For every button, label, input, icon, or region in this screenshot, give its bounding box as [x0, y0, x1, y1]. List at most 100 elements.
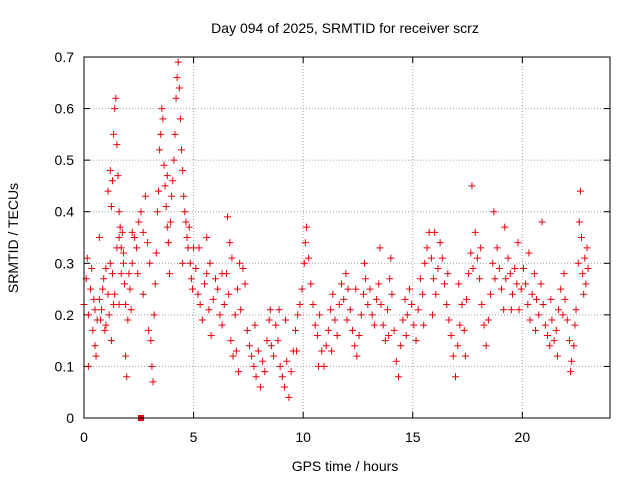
- data-point: [441, 280, 449, 288]
- data-point: [285, 393, 293, 401]
- data-point: [102, 264, 110, 272]
- data-point: [174, 58, 182, 66]
- data-point: [461, 352, 469, 360]
- data-point: [482, 342, 490, 350]
- data-point: [343, 316, 351, 324]
- data-point: [156, 146, 164, 154]
- data-point: [148, 362, 156, 370]
- data-point: [251, 321, 259, 329]
- data-point: [502, 275, 510, 283]
- data-point: [376, 244, 384, 252]
- data-point: [206, 259, 214, 267]
- data-point: [236, 259, 244, 267]
- data-point: [579, 270, 587, 278]
- y-tick-label: 0.7: [55, 49, 75, 65]
- data-point: [125, 270, 133, 278]
- data-point: [209, 295, 217, 303]
- data-point: [408, 301, 416, 309]
- data-point: [357, 311, 365, 319]
- data-point: [430, 275, 438, 283]
- data-point: [110, 130, 118, 138]
- x-tick-label: 15: [405, 429, 421, 445]
- y-axis-label: SRMTID / TECUs: [5, 183, 21, 293]
- data-point: [278, 373, 286, 381]
- data-point: [254, 347, 262, 355]
- data-point: [351, 342, 359, 350]
- data-point: [432, 290, 440, 298]
- data-point: [225, 290, 233, 298]
- data-point: [444, 270, 452, 278]
- data-point: [133, 244, 141, 252]
- data-point: [462, 295, 470, 303]
- data-point: [205, 306, 213, 314]
- y-tick-label: 0.5: [55, 152, 75, 168]
- data-point: [281, 383, 289, 391]
- data-point: [329, 290, 337, 298]
- data-point: [229, 352, 237, 360]
- data-point: [420, 321, 428, 329]
- data-point: [203, 234, 211, 241]
- data-point: [270, 352, 278, 360]
- data-point: [161, 182, 169, 190]
- data-point: [581, 254, 589, 262]
- data-point: [151, 280, 159, 288]
- data-point: [250, 362, 258, 370]
- data-point: [282, 316, 290, 324]
- data-point: [456, 321, 464, 329]
- data-point: [507, 306, 515, 314]
- data-point: [506, 270, 514, 278]
- data-points: [80, 58, 592, 421]
- data-point: [375, 280, 383, 288]
- data-point: [514, 239, 522, 247]
- data-point: [563, 316, 571, 324]
- data-point: [468, 182, 476, 190]
- data-point: [287, 368, 295, 376]
- data-point: [220, 301, 228, 309]
- data-point: [112, 94, 120, 102]
- data-point: [283, 357, 291, 365]
- data-point: [309, 301, 317, 309]
- data-point: [550, 337, 558, 345]
- data-point: [118, 228, 126, 236]
- data-point: [513, 280, 521, 288]
- data-point: [526, 316, 534, 324]
- data-point: [353, 352, 361, 360]
- data-point: [361, 259, 369, 267]
- data-point: [179, 166, 187, 174]
- data-point: [163, 172, 171, 180]
- data-point: [108, 177, 116, 185]
- data-point: [335, 301, 343, 309]
- data-point: [194, 290, 202, 298]
- data-point: [241, 280, 249, 288]
- data-point: [233, 285, 241, 293]
- data-point: [167, 218, 175, 226]
- data-point: [370, 321, 378, 329]
- data-point: [342, 270, 350, 278]
- data-point: [122, 301, 130, 309]
- data-point: [528, 290, 536, 298]
- chart-title: Day 094 of 2025, SRMTID for receiver scr…: [211, 20, 479, 36]
- data-point: [500, 306, 508, 314]
- data-point: [181, 208, 189, 216]
- data-point: [517, 285, 525, 293]
- data-point: [186, 259, 194, 267]
- data-point: [541, 321, 549, 329]
- data-point: [144, 239, 152, 247]
- data-point: [537, 280, 545, 288]
- data-point: [445, 316, 453, 324]
- data-point: [547, 295, 555, 303]
- data-point: [198, 316, 206, 324]
- data-point: [501, 223, 509, 231]
- data-point: [328, 347, 336, 355]
- data-point: [346, 306, 354, 314]
- data-point: [489, 259, 497, 267]
- data-point: [127, 306, 135, 314]
- data-point: [123, 373, 131, 381]
- data-point: [141, 192, 149, 200]
- data-point: [390, 326, 398, 334]
- data-point: [467, 249, 475, 257]
- data-point: [113, 141, 121, 149]
- data-point: [231, 311, 239, 319]
- data-point: [557, 285, 565, 293]
- data-point: [402, 331, 410, 339]
